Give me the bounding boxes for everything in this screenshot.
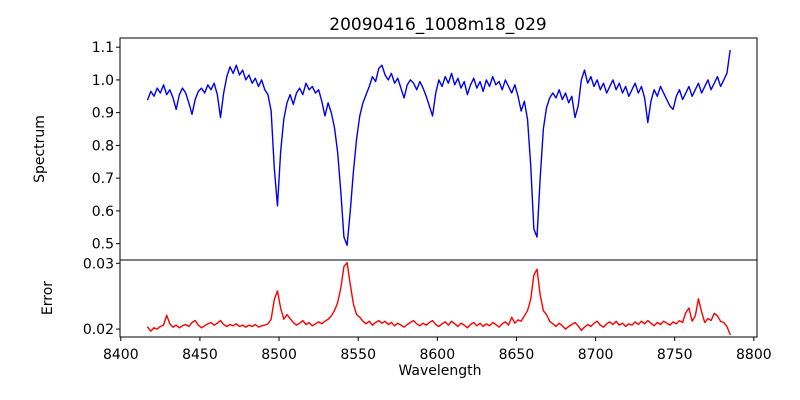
x-tick-label: 8600 <box>419 347 455 363</box>
error-sigma-line <box>146 261 731 336</box>
plot-layer: 1.1 1.0 0.9 0.8 0.7 0.6 0.5 0.03 0.02 8400 8450 850… <box>83 37 772 363</box>
panel-frame-error <box>119 259 758 338</box>
y-tick-label: 0.02 <box>83 322 114 338</box>
y-tick-label: 1.0 <box>92 73 114 89</box>
x-tick-label: 8650 <box>499 347 535 363</box>
y-axis-label-spectrum: Spectrum <box>32 115 48 183</box>
x-tick-label: 8500 <box>261 347 297 363</box>
y-axis-label-error: Error <box>40 281 56 315</box>
y-tick-label: 0.7 <box>92 171 114 187</box>
y-tick-label: 0.5 <box>92 237 114 253</box>
spectrum-flux-line <box>146 49 731 246</box>
x-tick-label: 8400 <box>103 347 139 363</box>
x-tick-label: 8750 <box>657 347 693 363</box>
x-axis-label: Wavelength <box>398 363 481 379</box>
x-tick-label: 8450 <box>182 347 218 363</box>
x-tick-label: 8550 <box>340 347 376 363</box>
panel-frame-spectrum <box>119 37 758 261</box>
y-tick-label: 1.1 <box>92 40 114 56</box>
x-tick-label: 8700 <box>578 347 614 363</box>
y-tick-label: 0.9 <box>92 106 114 122</box>
chart-title: 20090416_1008m18_029 <box>329 15 546 35</box>
y-tick-label: 0.6 <box>92 204 114 220</box>
y-tick-label: 0.03 <box>83 256 114 272</box>
y-tick-label: 0.8 <box>92 138 114 154</box>
x-tick-label: 8800 <box>736 347 772 363</box>
